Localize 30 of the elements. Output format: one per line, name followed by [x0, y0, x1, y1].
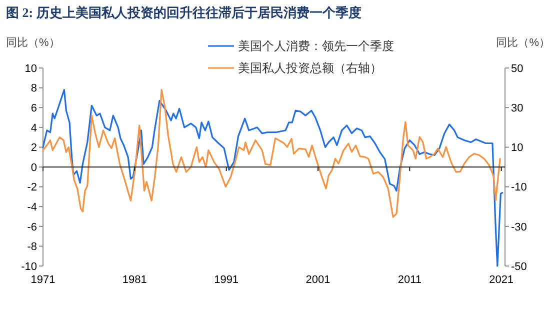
y-tick-label: -10 — [21, 260, 37, 273]
y-tick-label: -4 — [27, 201, 37, 214]
y2-tick-label: 50 — [511, 62, 524, 75]
x-tick-label: 1991 — [214, 274, 239, 286]
legend-label: 美国个人消费：领先一个季度 — [238, 39, 394, 54]
y-tick-label: 8 — [30, 82, 37, 95]
line-series — [42, 88, 501, 218]
y-tick-label: -2 — [27, 182, 37, 194]
chart-title: 图 2: 历史上美国私人投资的回升往往滞后于居民消费一个季度 — [6, 5, 362, 20]
y2-tick-label: -10 — [511, 182, 527, 194]
y2-tick-label: 30 — [511, 102, 524, 114]
line-series — [42, 88, 504, 267]
x-tick-label: 1981 — [122, 274, 147, 286]
y-tick-label: 4 — [30, 122, 37, 134]
y2-tick-label: 10 — [511, 142, 524, 154]
x-tick-label: 2021 — [489, 274, 514, 286]
y2-axis-title: 同比（%） — [496, 36, 550, 49]
y2-tick-label: -50 — [511, 260, 527, 273]
y-tick-label: -6 — [27, 221, 37, 234]
y-axis-title: 同比（%） — [6, 36, 60, 49]
x-tick-label: 1971 — [30, 274, 56, 286]
y-tick-label: 10 — [24, 62, 37, 75]
y-tick-label: 6 — [30, 102, 37, 114]
y-tick-label: -8 — [27, 241, 37, 254]
y2-tick-label: -30 — [511, 221, 527, 234]
x-tick-label: 2011 — [398, 274, 422, 286]
y-tick-label: 0 — [30, 162, 37, 174]
x-tick-label: 2001 — [306, 274, 330, 286]
y-tick-label: 2 — [30, 142, 37, 154]
legend-label: 美国私人投资总额（右轴） — [238, 61, 382, 76]
